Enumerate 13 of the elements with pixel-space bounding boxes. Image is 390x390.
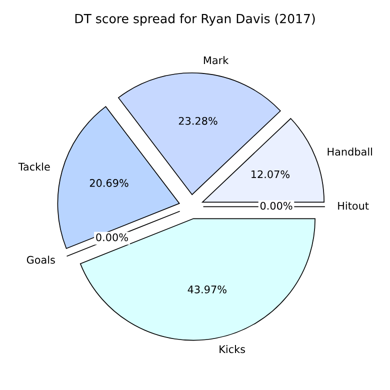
slice-label: Tackle <box>18 162 50 171</box>
chart-title: DT score spread for Ryan Davis (2017) <box>75 14 315 26</box>
text: 0.00% <box>96 233 128 242</box>
category-label: Hitout <box>338 202 369 210</box>
data-label: 20.69% <box>90 179 128 187</box>
slice-label: Mark <box>204 56 229 64</box>
text: 0.00% <box>260 202 292 210</box>
slice-label: Handball <box>328 148 372 156</box>
data-label: 43.97% <box>188 285 226 294</box>
data-label: 23.28% <box>178 116 218 125</box>
category-label: Goals <box>26 256 55 264</box>
slice-label: Kicks <box>220 345 246 354</box>
data-label: 12.07% <box>252 170 290 178</box>
